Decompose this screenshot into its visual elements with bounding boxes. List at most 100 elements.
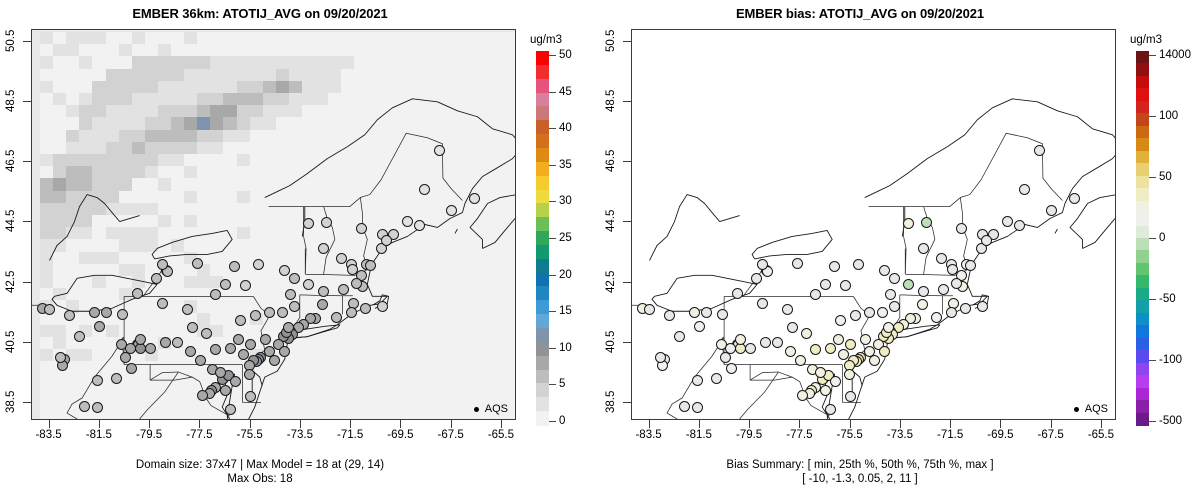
raster-cell: [236, 178, 251, 192]
raster-cell: [498, 385, 513, 399]
colorbar-band: [536, 92, 549, 107]
raster-cell: [197, 105, 211, 118]
raster-cell: [118, 56, 133, 70]
raster-cell: [184, 68, 198, 82]
raster-cell: [105, 166, 120, 179]
colorbar-band: [536, 258, 549, 274]
aqs-site-marker: [144, 343, 156, 355]
raster-cell: [249, 141, 264, 155]
raster-cell: [171, 324, 185, 338]
raster-cell: [131, 56, 146, 70]
raster-cell: [223, 202, 238, 216]
x-tick-label: -83.5: [35, 429, 62, 441]
aqs-site-marker: [797, 389, 809, 401]
raster-cell: [53, 44, 67, 57]
raster-cell: [236, 129, 251, 143]
raster-cell: [144, 44, 159, 57]
colorbar-band: [536, 78, 549, 94]
raster-cell: [485, 398, 500, 411]
raster-cell: [184, 154, 198, 167]
aqs-site-marker: [220, 278, 231, 290]
raster-cell: [210, 80, 224, 94]
raster-cell: [236, 410, 251, 419]
raster-cell: [236, 141, 251, 155]
raster-cell: [485, 300, 500, 314]
colorbar-tick-label: 40: [559, 122, 572, 135]
raster-cell: [406, 80, 421, 94]
x-tick-label: -69.5: [987, 429, 1014, 441]
colorbar-unit-model: ug/m3: [530, 34, 562, 46]
raster-cell: [144, 166, 159, 179]
aqs-site-marker: [832, 334, 844, 346]
raster-cell: [236, 166, 251, 179]
raster-cell: [79, 80, 93, 94]
raster-cell: [236, 68, 251, 82]
aqs-site-marker: [215, 367, 226, 379]
raster-cell: [210, 178, 224, 192]
raster-cell: [144, 202, 159, 216]
raster-cell: [511, 44, 515, 57]
raster-cell: [459, 56, 473, 70]
aqs-site-marker: [284, 289, 296, 301]
colorbar-band: [536, 397, 549, 412]
x-tick-label: -77.5: [186, 429, 213, 441]
colorbar-tick: [549, 421, 556, 422]
aqs-site-marker: [674, 331, 686, 343]
x-tick: [400, 420, 402, 428]
raster-cell: [511, 56, 515, 70]
raster-cell: [249, 56, 264, 70]
raster-cell: [144, 56, 159, 70]
aqs-legend-label: AQS: [484, 403, 508, 415]
aqs-site-marker: [945, 307, 957, 319]
raster-cell: [328, 32, 342, 45]
colorbar-tick-label: 50: [1159, 171, 1172, 183]
aqs-site-marker: [1068, 192, 1080, 204]
aqs-site-marker: [691, 402, 703, 413]
raster-cell: [157, 93, 172, 106]
raster-cell: [472, 300, 486, 314]
raster-cell: [485, 361, 500, 375]
raster-cell: [197, 178, 211, 192]
colorbar-band: [1136, 387, 1149, 401]
aqs-site-marker: [100, 307, 112, 319]
raster-cell: [144, 129, 159, 143]
aqs-site-marker: [192, 257, 204, 269]
raster-cell: [184, 141, 198, 155]
y-tick-label: 42.5: [605, 270, 617, 293]
caption-model: Domain size: 37x47 | Max Model = 18 at (…: [0, 458, 520, 486]
aqs-site-marker: [402, 215, 414, 227]
aqs-site-marker: [828, 260, 840, 272]
aqs-site-marker: [964, 259, 976, 271]
colorbar-band: [536, 272, 549, 288]
raster-cell: [40, 385, 54, 399]
colorbar-band: [536, 286, 549, 301]
raster-cell: [157, 105, 172, 118]
raster-cell: [446, 56, 460, 70]
colorbar-tick: [549, 128, 556, 130]
x-tick: [950, 420, 952, 428]
aqs-site-marker: [245, 391, 257, 403]
raster-cell: [171, 80, 185, 94]
raster-cell: [288, 56, 303, 70]
colorbar-tick-label: 20: [559, 268, 572, 281]
map-canvas-bias[interactable]: AQS: [631, 29, 1116, 420]
y-tick-label: 48.5: [605, 89, 617, 113]
raster-cell: [498, 288, 513, 301]
raster-cell: [157, 154, 172, 167]
x-tick-label: -75.5: [836, 429, 863, 441]
raster-cell: [498, 398, 513, 411]
colorbar-tick-label: 0: [1159, 232, 1166, 244]
raster-cell: [459, 410, 473, 419]
colorbar-band: [536, 175, 549, 191]
raster-cell: [485, 44, 500, 57]
colorbar-tick: [1149, 360, 1156, 361]
map-canvas-model[interactable]: AQS: [31, 29, 516, 420]
aqs-site-marker: [194, 355, 206, 367]
colorbar-band: [1136, 250, 1149, 264]
raster-cell: [485, 288, 500, 301]
aqs-site-marker: [1018, 183, 1030, 195]
colorbar-band: [536, 134, 549, 149]
raster-cell: [511, 361, 515, 375]
raster-cell: [171, 312, 185, 326]
raster-cell: [157, 312, 172, 326]
